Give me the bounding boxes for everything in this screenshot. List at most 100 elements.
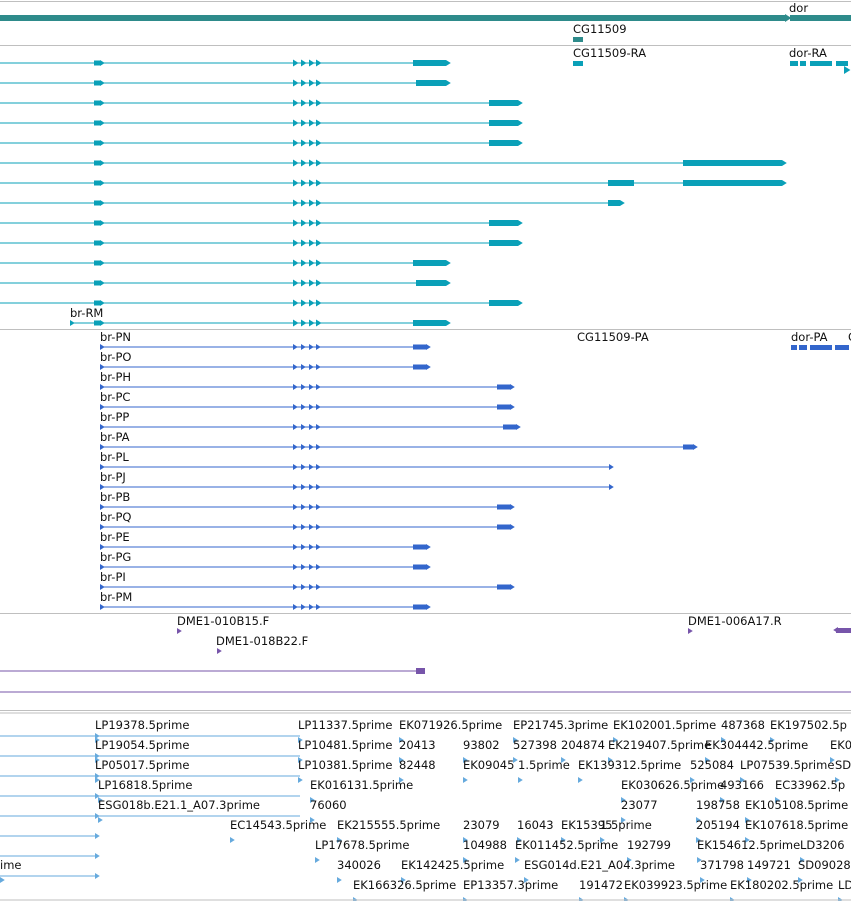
exon-block[interactable] <box>413 564 426 570</box>
strand-arrow <box>301 139 307 147</box>
exon-block[interactable] <box>683 180 782 186</box>
transcript-cg11509-ra[interactable] <box>573 61 583 66</box>
est-arrow <box>95 813 100 819</box>
est-arrow <box>518 777 523 783</box>
est-arrow <box>95 737 100 743</box>
exon-block[interactable] <box>413 544 426 550</box>
est-arrow <box>298 777 303 783</box>
exon-block[interactable] <box>608 200 620 206</box>
est-arrow <box>745 837 750 843</box>
exon-block[interactable] <box>413 60 446 66</box>
strand-arrow <box>518 240 523 246</box>
exon-block[interactable] <box>836 61 848 66</box>
exon-block[interactable] <box>497 504 510 510</box>
exon-block[interactable] <box>800 61 806 66</box>
est-arrow <box>399 737 404 743</box>
exon-block[interactable] <box>94 280 100 286</box>
exon-block[interactable] <box>791 345 797 350</box>
exon-block[interactable] <box>810 61 832 66</box>
exon-block[interactable] <box>413 260 446 266</box>
gene-dor-bar[interactable] <box>0 15 785 21</box>
exon-block[interactable] <box>94 180 100 186</box>
exon-block[interactable] <box>489 240 518 246</box>
strand-arrow <box>293 219 299 227</box>
exon-block[interactable] <box>413 604 426 610</box>
strand-arrow <box>309 604 314 610</box>
exon-block[interactable] <box>489 120 518 126</box>
strand-arrow <box>309 424 314 430</box>
clone-block[interactable] <box>836 628 851 633</box>
exon-block[interactable] <box>489 140 518 146</box>
est-label: 191472 <box>579 878 623 892</box>
exon-block[interactable] <box>810 345 832 350</box>
est-arrow <box>740 777 745 783</box>
exon-block[interactable] <box>416 280 446 286</box>
strand-arrow <box>609 464 614 470</box>
est-label: EK139312.5prime <box>578 758 681 772</box>
strand-arrow <box>293 604 298 610</box>
exon-block[interactable] <box>835 345 849 350</box>
strand-arrow <box>301 344 306 350</box>
exon-block[interactable] <box>497 524 510 530</box>
exon-block[interactable] <box>608 180 634 186</box>
strand-arrow <box>100 504 105 510</box>
est-label: 340026 <box>337 858 381 872</box>
strand-arrow <box>301 444 306 450</box>
strand-arrow <box>510 524 515 530</box>
exon-block[interactable] <box>416 80 446 86</box>
exon-block[interactable] <box>497 584 510 590</box>
exon-block[interactable] <box>683 160 782 166</box>
strand-arrow <box>309 299 315 307</box>
est-label: LP16818.5prime <box>98 778 192 792</box>
est-label: LD3206 <box>800 838 845 852</box>
strand-arrow <box>100 180 105 186</box>
exon-block[interactable] <box>413 320 446 326</box>
est-arrow <box>95 793 100 799</box>
exon-block[interactable] <box>94 220 100 226</box>
exon-block[interactable] <box>413 364 426 370</box>
exon-block[interactable] <box>94 200 100 206</box>
strand-arrow <box>293 59 299 67</box>
strand-arrow <box>309 404 314 410</box>
gene-dor-bar-right[interactable] <box>790 15 851 21</box>
exon-block[interactable] <box>413 344 426 350</box>
exon-block[interactable] <box>94 120 100 126</box>
exon-block[interactable] <box>503 424 516 430</box>
exon-block[interactable] <box>489 300 518 306</box>
exon-block[interactable] <box>94 260 100 266</box>
exon-block[interactable] <box>94 320 100 326</box>
exon-block[interactable] <box>94 60 100 66</box>
est-label: EC33962.5p <box>775 778 845 792</box>
strand-arrow <box>510 584 515 590</box>
exon-block[interactable] <box>94 140 100 146</box>
est-label: EK102001.5prime <box>613 718 716 732</box>
est-arrow <box>230 837 235 843</box>
strand-arrow <box>316 484 321 490</box>
strand-arrow <box>316 79 322 87</box>
exon-block[interactable] <box>683 444 693 450</box>
est-arrow <box>513 757 518 763</box>
est-label: EP13357.3prime <box>463 878 558 892</box>
strand-arrow <box>100 424 105 430</box>
strand-arrow <box>316 319 322 327</box>
transcript-label-cg11509-ra: CG11509-RA <box>573 46 646 60</box>
strand-arrow <box>309 59 315 67</box>
exon-block[interactable] <box>94 240 100 246</box>
exon-block[interactable] <box>94 80 100 86</box>
est-arrow <box>95 733 100 739</box>
exon-block[interactable] <box>790 61 798 66</box>
strand-arrow <box>446 80 451 86</box>
exon-block[interactable] <box>497 384 510 390</box>
exon-block[interactable] <box>94 300 100 306</box>
strand-arrow <box>309 464 314 470</box>
clone-block[interactable] <box>416 668 425 674</box>
exon-block[interactable] <box>799 345 807 350</box>
gene-cg11509-block[interactable] <box>573 37 583 42</box>
exon-block[interactable] <box>94 160 100 166</box>
exon-block[interactable] <box>497 404 510 410</box>
exon-block[interactable] <box>94 100 100 106</box>
exon-block[interactable] <box>489 220 518 226</box>
exon-block[interactable] <box>489 100 518 106</box>
